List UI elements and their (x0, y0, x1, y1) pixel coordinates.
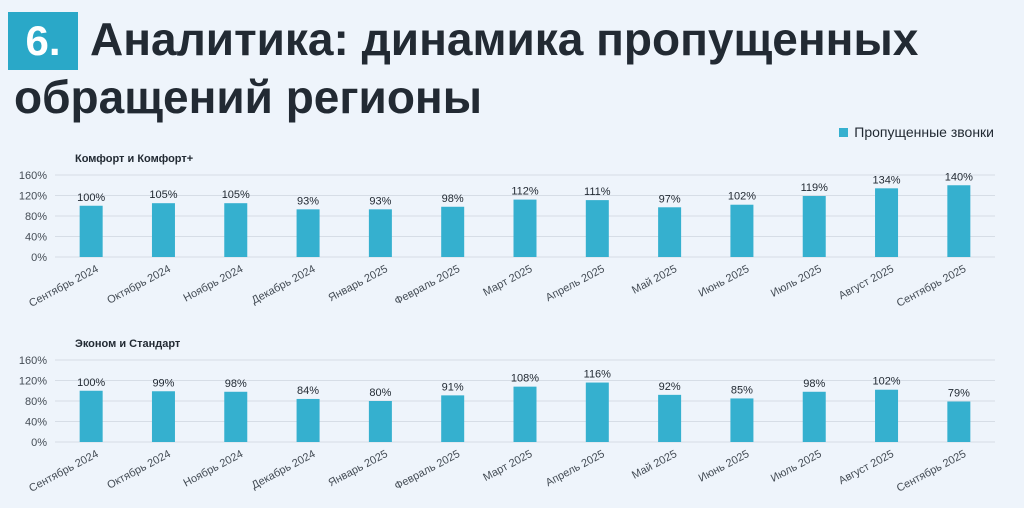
data-label: 79% (948, 388, 970, 400)
x-tick-label: Ноябрь 2024 (182, 448, 246, 489)
bar (224, 203, 248, 257)
bar (802, 391, 826, 442)
x-tick-label: Июль 2025 (769, 263, 824, 300)
bar (296, 398, 320, 442)
x-tick-label: Сентябрь 2024 (27, 263, 100, 310)
chart-title: Эконом и Стандарт (75, 338, 181, 350)
page-title-text: Аналитика: динамика пропущенных обращени… (14, 13, 919, 123)
bar (875, 389, 899, 442)
data-label: 108% (511, 373, 539, 385)
data-label: 98% (803, 378, 825, 390)
data-label: 91% (442, 381, 464, 393)
x-tick-label: Октябрь 2024 (105, 263, 173, 307)
y-tick-label: 120% (19, 191, 47, 203)
data-label: 140% (945, 171, 973, 183)
data-label: 112% (511, 186, 539, 198)
y-tick-label: 0% (31, 437, 47, 449)
bar (224, 391, 248, 442)
bar (79, 390, 103, 442)
data-label: 102% (872, 376, 900, 388)
data-label: 85% (731, 384, 753, 396)
bar (441, 395, 465, 442)
x-tick-label: Апрель 2025 (544, 263, 607, 304)
data-label: 116% (584, 369, 612, 381)
bar (730, 204, 754, 257)
data-label: 111% (584, 186, 611, 198)
bar (658, 394, 682, 442)
x-tick-label: Сентябрь 2024 (27, 448, 100, 495)
data-label: 93% (369, 195, 391, 207)
bar (151, 203, 175, 257)
bar (296, 209, 320, 257)
y-tick-label: 120% (19, 376, 47, 388)
data-label: 102% (728, 191, 756, 203)
x-tick-label: Ноябрь 2024 (182, 263, 246, 304)
x-tick-label: Март 2025 (481, 263, 534, 299)
legend-swatch (839, 127, 849, 137)
data-label: 100% (77, 377, 105, 389)
x-tick-label: Май 2025 (630, 448, 679, 482)
bar (585, 200, 609, 257)
y-tick-label: 80% (25, 211, 47, 223)
data-label: 105% (149, 189, 177, 201)
data-label: 93% (297, 195, 319, 207)
bar (368, 401, 392, 442)
data-label: 99% (152, 377, 174, 389)
x-tick-label: Январь 2025 (327, 263, 390, 304)
bar (802, 196, 826, 257)
x-tick-label: Февраль 2025 (393, 448, 462, 493)
chart-title: Комфорт и Комфорт+ (75, 153, 193, 165)
y-tick-label: 160% (19, 170, 47, 182)
bar (730, 398, 754, 442)
data-label: 134% (872, 174, 900, 186)
section-number-badge: 6. (8, 12, 78, 70)
bar (875, 188, 899, 257)
x-tick-label: Февраль 2025 (393, 263, 462, 308)
bar (947, 401, 971, 442)
bar (585, 382, 609, 442)
x-tick-label: Сентябрь 2025 (895, 448, 968, 495)
x-tick-label: Март 2025 (481, 448, 534, 484)
y-tick-label: 40% (25, 417, 47, 429)
bar (658, 207, 682, 257)
x-tick-label: Январь 2025 (327, 448, 390, 489)
y-tick-label: 160% (19, 355, 47, 367)
bar (947, 185, 971, 257)
bar (368, 209, 392, 257)
bar (151, 391, 175, 442)
x-tick-label: Август 2025 (837, 263, 896, 302)
page-title: Аналитика: динамика пропущенных обращени… (14, 10, 1014, 126)
data-label: 97% (659, 193, 681, 205)
data-label: 84% (297, 385, 319, 397)
x-tick-label: Август 2025 (837, 448, 896, 487)
bar (79, 205, 103, 257)
section-number: 6. (25, 17, 61, 64)
data-label: 100% (77, 192, 105, 204)
data-label: 98% (225, 378, 247, 390)
legend-label: Пропущенные звонки (854, 124, 994, 140)
x-tick-label: Июнь 2025 (697, 263, 752, 300)
chart-comfort: Комфорт и Комфорт+ 0% 40% 80% 120% 160% 100% Се… (19, 153, 995, 310)
chart-economy: Эконом и Стандарт 0% 40% 80% 120% 160% 100% Сен… (19, 338, 995, 495)
bar (513, 386, 537, 442)
y-tick-label: 80% (25, 396, 47, 408)
y-tick-label: 40% (25, 232, 47, 244)
x-tick-label: Июнь 2025 (697, 448, 752, 485)
x-tick-label: Сентябрь 2025 (895, 263, 968, 310)
chart-legend: Пропущенные звонки (839, 124, 994, 140)
y-tick-label: 0% (31, 252, 47, 264)
x-tick-label: Май 2025 (630, 263, 679, 297)
data-label: 119% (801, 182, 829, 194)
x-tick-label: Октябрь 2024 (105, 448, 173, 492)
x-tick-label: Июль 2025 (769, 448, 824, 485)
data-label: 92% (659, 381, 681, 393)
x-tick-label: Апрель 2025 (544, 448, 607, 489)
x-tick-label: Декабрь 2024 (250, 448, 318, 492)
bar (441, 206, 465, 257)
data-label: 80% (369, 387, 391, 399)
bar (513, 199, 537, 257)
data-label: 98% (442, 193, 464, 205)
data-label: 105% (222, 189, 250, 201)
x-tick-label: Декабрь 2024 (250, 263, 318, 307)
